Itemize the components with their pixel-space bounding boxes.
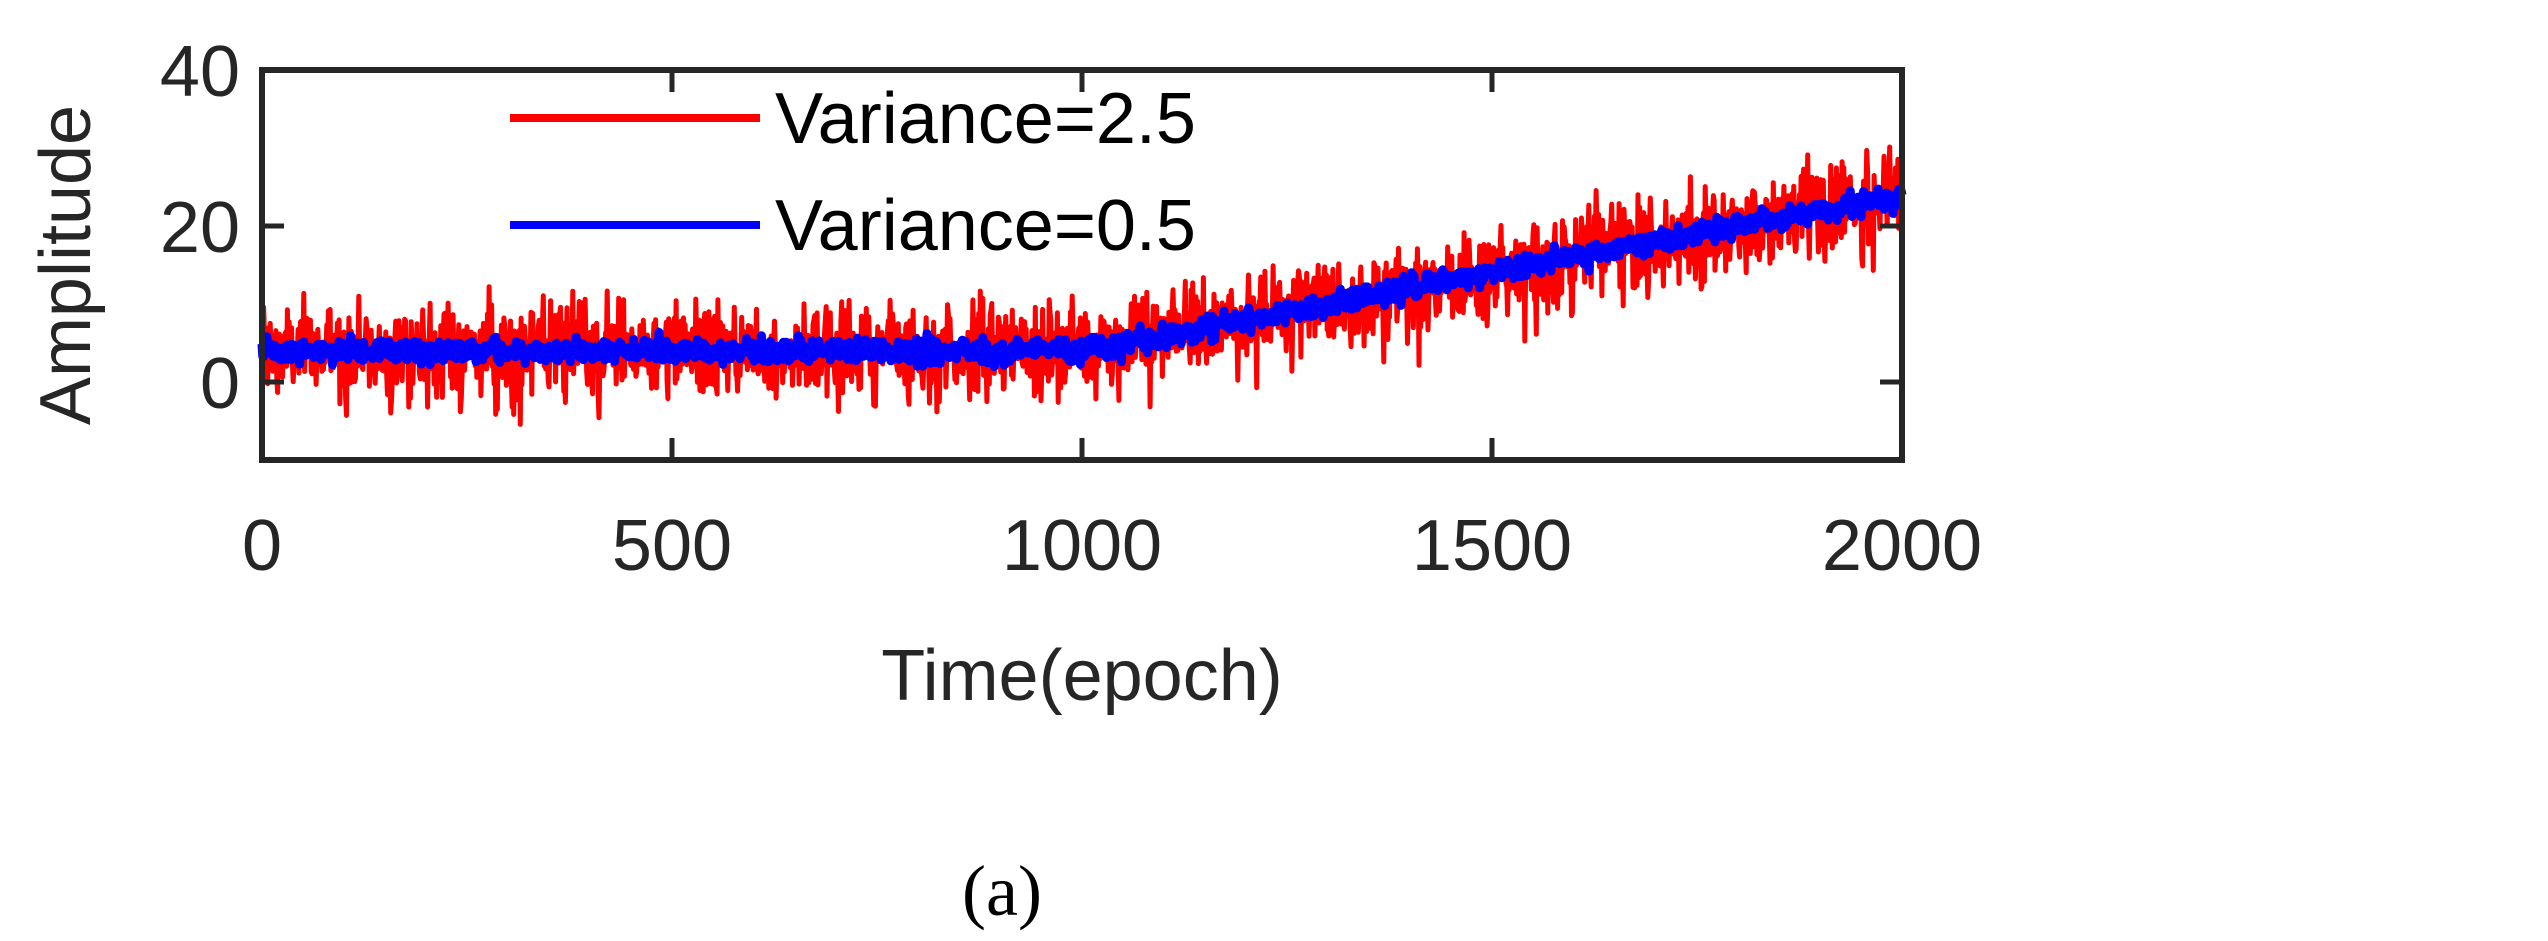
y-tick-label-40: 40 <box>160 32 240 112</box>
series-layer <box>257 144 1907 427</box>
legend: Variance=2.5 Variance=0.5 <box>510 79 1196 266</box>
x-tick-label-1500: 1500 <box>1412 506 1572 586</box>
y-tick-labels: 0 20 40 <box>160 32 240 424</box>
y-tick-label-20: 20 <box>160 188 240 268</box>
axes-frame <box>262 70 1902 460</box>
x-tick-label-2000: 2000 <box>1822 506 1982 586</box>
y-tick-label-0: 0 <box>200 344 240 424</box>
ticks-layer <box>259 67 1905 460</box>
x-tick-label-500: 500 <box>612 506 732 586</box>
x-tick-label-1000: 1000 <box>1002 506 1162 586</box>
x-tick-labels: 0 500 1000 1500 2000 <box>242 506 1982 586</box>
legend-label-variance-0-5: Variance=0.5 <box>775 186 1196 266</box>
plot-area <box>257 67 1907 463</box>
figure-caption: (a) <box>962 851 1042 931</box>
y-axis-label: Amplitude <box>26 105 106 425</box>
x-tick-label-0: 0 <box>242 506 282 586</box>
x-axis-label: Time(epoch) <box>881 636 1282 716</box>
legend-label-variance-2-5: Variance=2.5 <box>775 79 1196 159</box>
series-line-variance-0-5 <box>257 184 1907 371</box>
